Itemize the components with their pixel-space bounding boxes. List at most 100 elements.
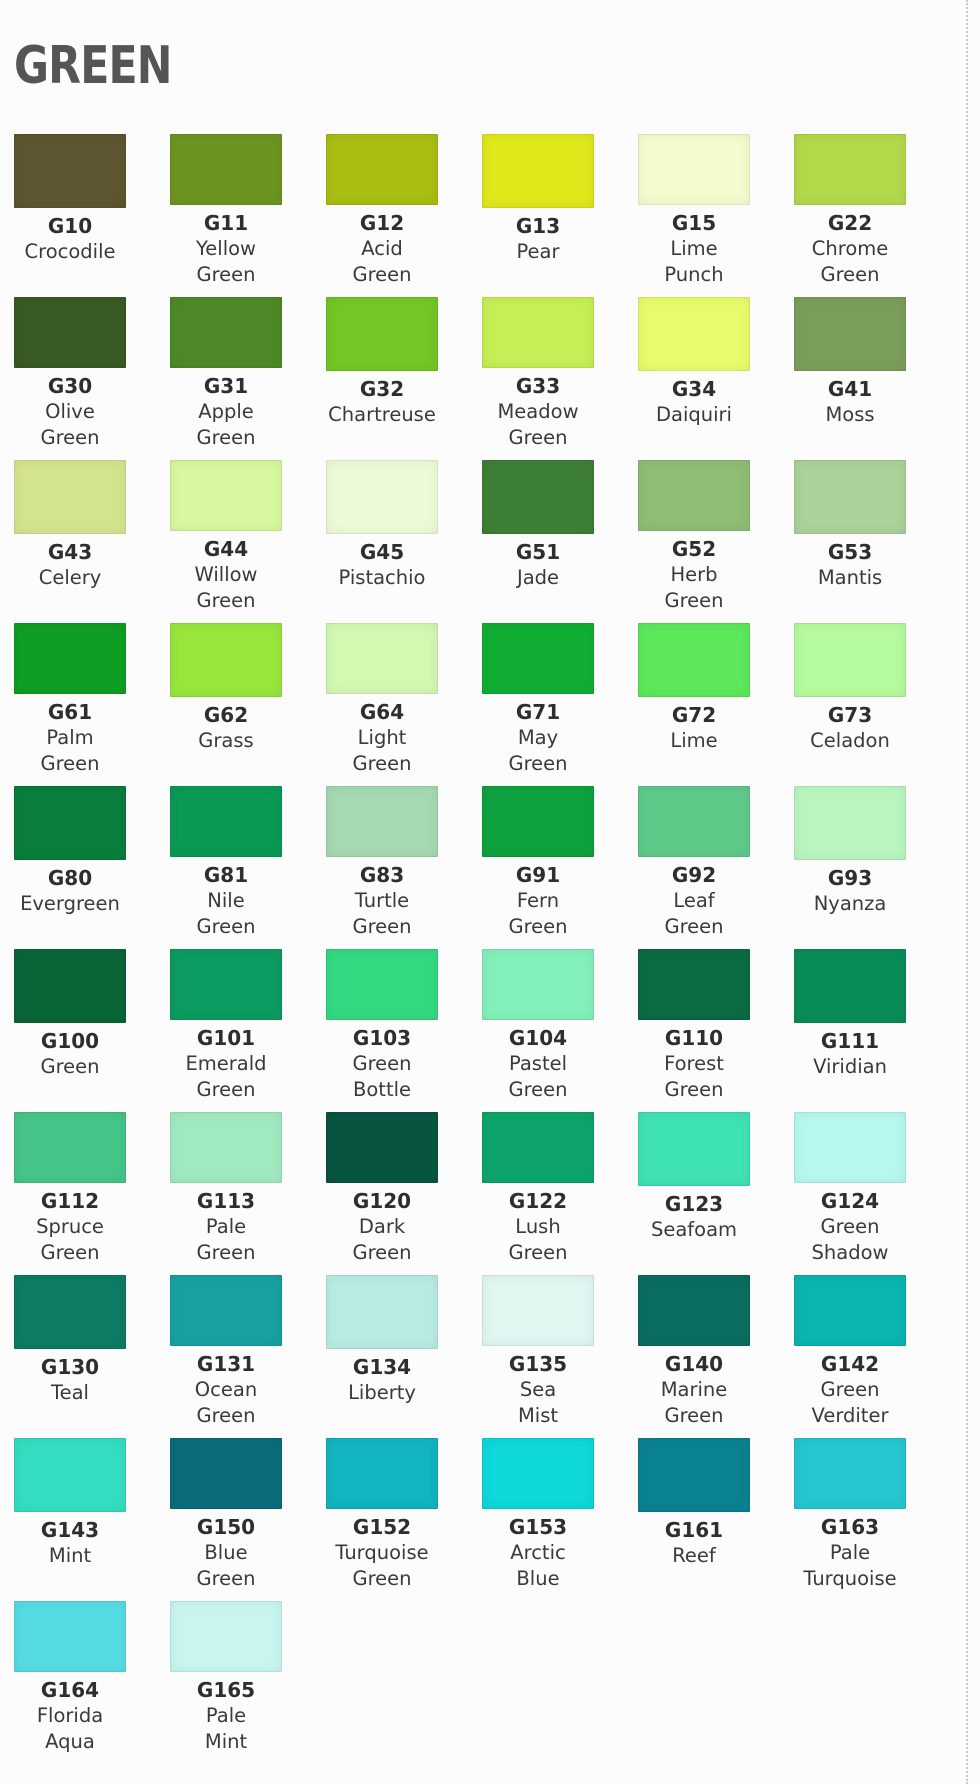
swatch-name: Moss xyxy=(825,403,875,426)
swatch-item: G22 Chrome Green xyxy=(794,134,906,288)
swatch-name: Chrome Green xyxy=(811,237,889,286)
swatch-item: G31 Apple Green xyxy=(170,297,282,451)
page-title: GREEN xyxy=(14,36,173,96)
swatch-name: Celery xyxy=(38,566,102,589)
swatch-item: G110 Forest Green xyxy=(638,949,750,1103)
swatch-name: Mint xyxy=(48,1544,92,1567)
swatch-name: Nile Green xyxy=(196,889,256,938)
swatch-name: Pastel Green xyxy=(508,1052,568,1101)
swatch-item: G72 Lime xyxy=(638,623,750,777)
swatch-name: Teal xyxy=(51,1381,89,1404)
swatch-item: G73 Celadon xyxy=(794,623,906,777)
color-swatch xyxy=(482,1438,594,1509)
color-swatch xyxy=(326,460,438,534)
color-swatch xyxy=(638,623,750,697)
swatch-item: G45 Pistachio xyxy=(326,460,438,614)
color-swatch xyxy=(14,1601,126,1672)
swatch-name: Forest Green xyxy=(664,1052,724,1101)
color-swatch xyxy=(170,1438,282,1509)
swatch-name: Celadon xyxy=(810,729,890,752)
swatch-code: G61 xyxy=(47,700,93,724)
color-swatch xyxy=(14,1112,126,1183)
color-swatch xyxy=(794,786,906,860)
swatch-code: G103 xyxy=(352,1026,412,1050)
swatch-name: Apple Green xyxy=(196,400,256,449)
swatch-code: G163 xyxy=(820,1515,880,1539)
swatch-item: G112 Spruce Green xyxy=(14,1112,126,1266)
swatch-item: G135 Sea Mist xyxy=(482,1275,594,1429)
color-swatch xyxy=(638,297,750,371)
color-swatch xyxy=(638,1275,750,1346)
swatch-code: G150 xyxy=(196,1515,256,1539)
swatch-code: G130 xyxy=(40,1355,100,1379)
swatch-code: G43 xyxy=(47,540,93,564)
swatch-code: G80 xyxy=(47,866,93,890)
color-swatch xyxy=(326,1438,438,1509)
color-swatch xyxy=(326,623,438,694)
swatch-code: G123 xyxy=(664,1192,724,1216)
swatch-code: G134 xyxy=(352,1355,412,1379)
swatch-code: G91 xyxy=(515,863,561,887)
swatch-code: G81 xyxy=(203,863,249,887)
color-swatch xyxy=(638,460,750,531)
color-swatch xyxy=(170,786,282,857)
swatch-item: G32 Chartreuse xyxy=(326,297,438,451)
swatch-name: Turquoise Green xyxy=(335,1541,429,1590)
swatch-code: G143 xyxy=(40,1518,100,1542)
color-swatch xyxy=(638,1438,750,1512)
color-swatch xyxy=(170,297,282,368)
swatch-item: G101 Emerald Green xyxy=(170,949,282,1103)
swatch-code: G33 xyxy=(515,374,561,398)
swatch-item: G52 Herb Green xyxy=(638,460,750,614)
dotted-divider xyxy=(966,0,968,1784)
swatch-item: G13 Pear xyxy=(482,134,594,288)
swatch-name: Lime Punch xyxy=(664,237,724,286)
swatch-item: G91 Fern Green xyxy=(482,786,594,940)
swatch-code: G101 xyxy=(196,1026,256,1050)
color-swatch xyxy=(482,134,594,208)
swatch-name: Arctic Blue xyxy=(510,1541,566,1590)
swatch-name: Turtle Green xyxy=(352,889,412,938)
swatch-name: Leaf Green xyxy=(664,889,724,938)
color-swatch xyxy=(170,460,282,531)
swatch-name: Crocodile xyxy=(24,240,116,263)
swatch-code: G15 xyxy=(671,211,717,235)
color-swatch xyxy=(170,1601,282,1672)
swatch-item: G92 Leaf Green xyxy=(638,786,750,940)
swatch-item: G15 Lime Punch xyxy=(638,134,750,288)
color-swatch xyxy=(170,623,282,697)
swatch-name: Green Bottle xyxy=(352,1052,412,1101)
swatch-code: G92 xyxy=(671,863,717,887)
swatch-item: G71 May Green xyxy=(482,623,594,777)
swatch-name: Sea Mist xyxy=(517,1378,559,1427)
swatch-code: G32 xyxy=(359,377,405,401)
swatch-code: G142 xyxy=(820,1352,880,1376)
swatch-name: Chartreuse xyxy=(328,403,436,426)
swatch-code: G73 xyxy=(827,703,873,727)
swatch-name: Acid Green xyxy=(352,237,412,286)
color-swatch xyxy=(326,949,438,1020)
color-swatch xyxy=(794,297,906,371)
swatch-code: G62 xyxy=(203,703,249,727)
swatch-item: G140 Marine Green xyxy=(638,1275,750,1429)
swatch-item: G103 Green Bottle xyxy=(326,949,438,1103)
swatch-item: G44 Willow Green xyxy=(170,460,282,614)
swatch-item: G122 Lush Green xyxy=(482,1112,594,1266)
swatch-code: G100 xyxy=(40,1029,100,1053)
swatch-item: G131 Ocean Green xyxy=(170,1275,282,1429)
color-swatch xyxy=(482,297,594,368)
swatch-item: G130 Teal xyxy=(14,1275,126,1429)
swatch-item: G100 Green xyxy=(14,949,126,1103)
color-swatch-grid: G10 Crocodile G11 Yellow Green G12 Acid Green… xyxy=(14,134,910,1755)
color-swatch xyxy=(794,460,906,534)
swatch-item: G64 Light Green xyxy=(326,623,438,777)
swatch-name: Lush Green xyxy=(508,1215,568,1264)
swatch-name: Olive Green xyxy=(40,400,100,449)
swatch-item: G111 Viridian xyxy=(794,949,906,1103)
color-swatch xyxy=(326,1275,438,1349)
swatch-name: Herb Green xyxy=(664,563,724,612)
swatch-name: Marine Green xyxy=(660,1378,728,1427)
swatch-code: G135 xyxy=(508,1352,568,1376)
swatch-item: G53 Mantis xyxy=(794,460,906,614)
swatch-item: G134 Liberty xyxy=(326,1275,438,1429)
